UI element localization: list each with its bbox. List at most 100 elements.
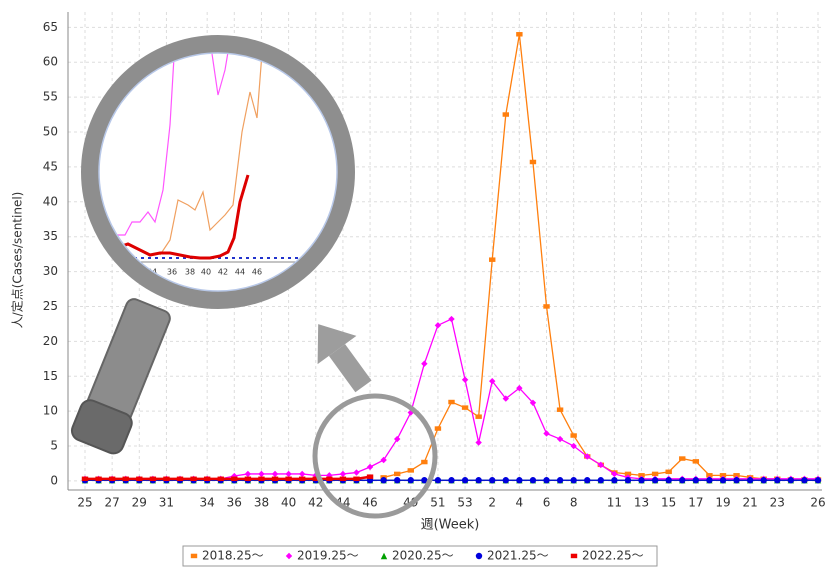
point [285, 476, 292, 482]
legend-label: 2022.25～ [582, 549, 644, 563]
point [312, 476, 319, 482]
x-tick-label: 46 [362, 496, 377, 510]
point [421, 477, 428, 484]
point [543, 304, 550, 309]
point [611, 477, 618, 484]
point [353, 469, 360, 476]
point [461, 376, 469, 383]
point [95, 476, 102, 482]
point [122, 476, 129, 482]
point [448, 477, 455, 484]
point [394, 435, 401, 443]
point [543, 430, 550, 437]
y-tick-label: 65 [43, 20, 58, 34]
point [244, 476, 252, 482]
point [108, 476, 116, 482]
point [516, 32, 523, 37]
point [475, 439, 482, 446]
highlight-circle [312, 393, 438, 519]
point [624, 471, 632, 477]
point [461, 405, 469, 410]
point [271, 470, 279, 478]
point [353, 476, 360, 482]
point [136, 476, 143, 482]
x-tick-label: 15 [661, 496, 676, 510]
magnifier: 34 36 38 40 42 44 46 [70, 35, 355, 455]
point [570, 477, 577, 484]
point [489, 477, 496, 484]
point [285, 552, 293, 560]
point [556, 435, 564, 443]
point [679, 456, 686, 461]
x-tick-label: 29 [132, 496, 147, 510]
point [638, 473, 645, 478]
point [638, 477, 645, 484]
x-tick-label: 23 [770, 496, 785, 510]
point [475, 552, 483, 560]
y-tick-label: 45 [43, 159, 58, 173]
point [380, 477, 387, 484]
series-line [85, 475, 371, 481]
y-tick-label: 0 [50, 473, 58, 487]
point [244, 470, 252, 478]
point [624, 477, 632, 484]
point [814, 477, 822, 484]
x-tick-label: 6 [543, 496, 551, 510]
x-tick-label: 8 [570, 496, 578, 510]
point [489, 257, 496, 262]
point [692, 477, 700, 484]
inset-tick-label: 36 [167, 268, 177, 277]
point [543, 477, 550, 484]
x-tick-label: 36 [227, 496, 242, 510]
point [448, 315, 455, 323]
x-tick-label: 27 [105, 496, 120, 510]
x-tick-label: 42 [308, 496, 323, 510]
legend [182, 545, 658, 567]
x-tick-label: 34 [200, 496, 215, 510]
y-tick-label: 5 [50, 439, 58, 453]
x-tick-label: 19 [715, 496, 730, 510]
point [394, 471, 401, 477]
legend-label: 2019.25～ [297, 549, 359, 563]
point [502, 395, 509, 402]
y-tick-label: 20 [43, 334, 58, 348]
point [421, 459, 428, 465]
y-tick-label: 30 [43, 264, 58, 278]
x-tick-label: 38 [254, 496, 269, 510]
point [271, 476, 279, 482]
point [81, 476, 89, 482]
point [407, 477, 414, 484]
series-line [383, 34, 818, 481]
point [380, 552, 388, 560]
point [231, 476, 238, 482]
point [339, 476, 347, 482]
inset-tick-label: 46 [252, 268, 262, 277]
point [746, 477, 754, 484]
y-tick-label: 10 [43, 404, 58, 418]
y-tick-label: 50 [43, 125, 58, 139]
point [529, 159, 537, 165]
point [285, 470, 292, 478]
point [434, 322, 442, 329]
point [801, 477, 808, 484]
x-tick-label: 21 [742, 496, 757, 510]
y-tick-label: 55 [43, 90, 58, 104]
point [190, 553, 198, 559]
inset-tick-label: 42 [218, 268, 228, 277]
point [448, 399, 455, 405]
point [475, 477, 482, 484]
point [787, 477, 795, 484]
point [298, 470, 306, 478]
x-tick-label: 53 [457, 496, 472, 510]
point [407, 468, 414, 473]
point [461, 477, 469, 484]
y-tick-label: 25 [43, 299, 58, 313]
point [502, 477, 509, 484]
point [366, 463, 374, 471]
x-tick-label: 11 [607, 496, 622, 510]
point [733, 473, 740, 478]
y-tick-label: 60 [43, 55, 58, 69]
point [597, 461, 605, 469]
x-tick-label: 31 [159, 496, 174, 510]
point [706, 477, 713, 484]
